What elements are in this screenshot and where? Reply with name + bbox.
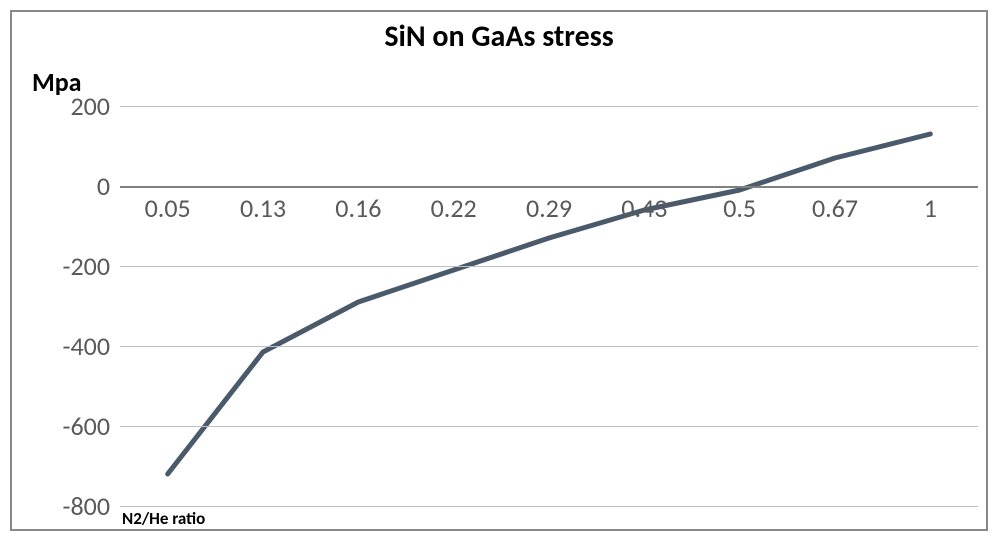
- gridline: [120, 506, 978, 507]
- x-tick-label: 0.22: [431, 192, 477, 224]
- y-tick-label: -600: [26, 410, 110, 442]
- gridline: [120, 106, 978, 107]
- gridline: [120, 266, 978, 267]
- y-tick-label: 200: [26, 90, 110, 122]
- y-tick-label: -800: [26, 490, 110, 522]
- chart-title: SiN on GaAs stress: [12, 18, 986, 55]
- gridline: [120, 426, 978, 427]
- gridline: [120, 346, 978, 347]
- x-tick-label: 0.5: [723, 192, 756, 224]
- x-tick-label: 1: [924, 192, 937, 224]
- y-tick-label: 0: [26, 170, 110, 202]
- series-line: [168, 134, 931, 474]
- y-tick-label: -200: [26, 250, 110, 282]
- x-tick-label: 0.05: [145, 192, 191, 224]
- x-tick-label: 0.43: [621, 192, 667, 224]
- x-tick-label: 0.13: [240, 192, 286, 224]
- x-tick-label: 0.29: [526, 192, 572, 224]
- zero-gridline: [120, 186, 978, 188]
- x-axis-unit-label: N2/He ratio: [122, 508, 205, 529]
- plot-area: [120, 106, 978, 506]
- line-series-layer: [120, 106, 978, 506]
- x-tick-label: 0.67: [812, 192, 858, 224]
- x-tick-label: 0.16: [335, 192, 381, 224]
- y-tick-label: -400: [26, 330, 110, 362]
- chart-frame: SiN on GaAs stress Mpa N2/He ratio 2000-…: [10, 10, 988, 531]
